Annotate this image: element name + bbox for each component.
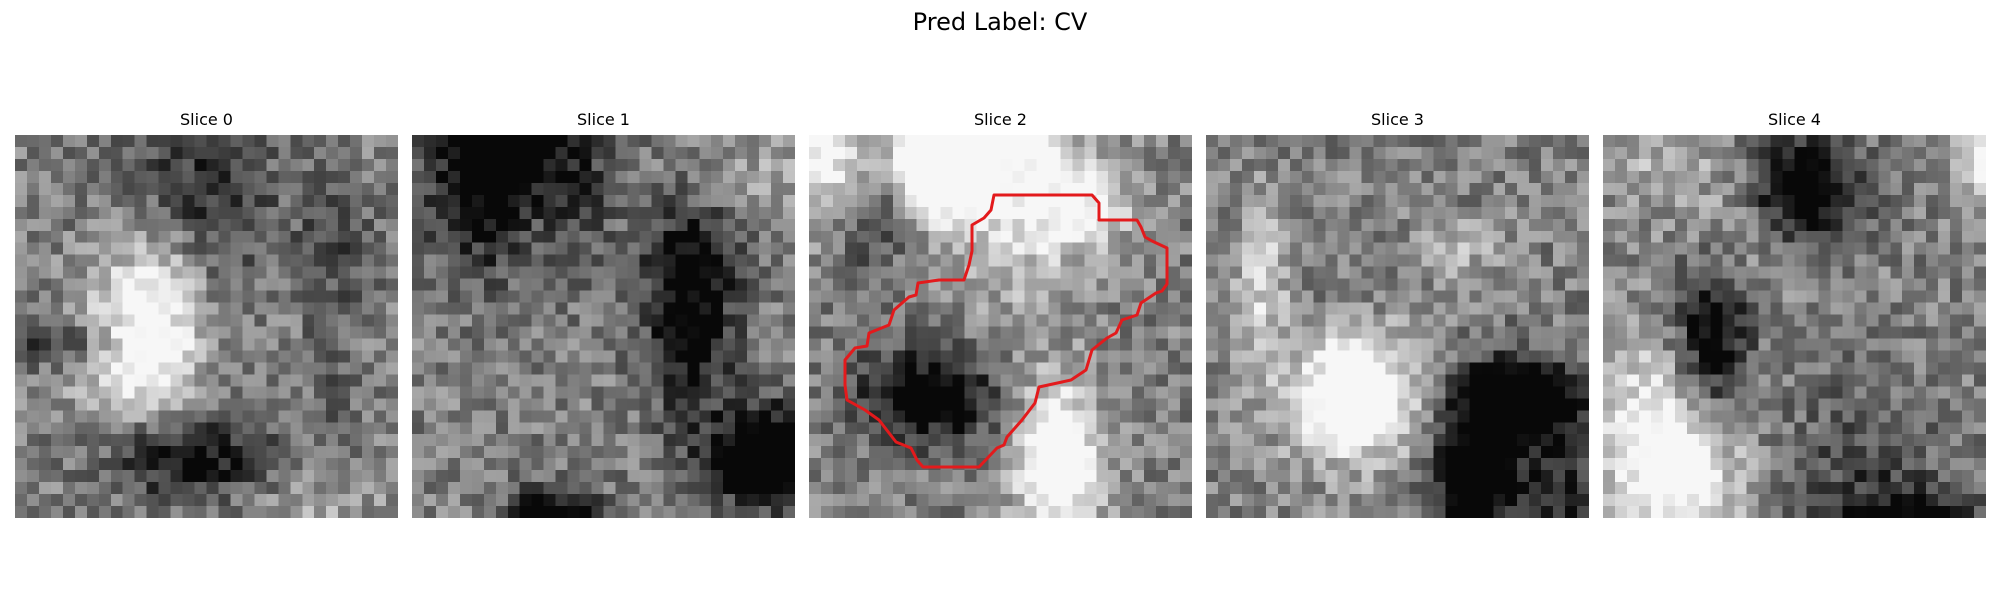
panel-title-slice-4: Slice 4 xyxy=(1768,110,1821,129)
slice-image-3 xyxy=(1206,135,1589,518)
panel-slice-3: Slice 3 xyxy=(1206,110,1589,518)
slice-image-2 xyxy=(809,135,1192,518)
panel-title-slice-3: Slice 3 xyxy=(1371,110,1424,129)
figure-title: Pred Label: CV xyxy=(912,8,1088,36)
slice-image-0 xyxy=(15,135,398,518)
panel-title-slice-0: Slice 0 xyxy=(180,110,233,129)
panel-title-slice-1: Slice 1 xyxy=(577,110,630,129)
panel-slice-0: Slice 0 xyxy=(15,110,398,518)
panel-title-slice-2: Slice 2 xyxy=(974,110,1027,129)
panel-slice-4: Slice 4 xyxy=(1603,110,1986,518)
slice-image-4 xyxy=(1603,135,1986,518)
panel-slice-1: Slice 1 xyxy=(412,110,795,518)
panel-slice-2: Slice 2 xyxy=(809,110,1192,518)
slice-image-1 xyxy=(412,135,795,518)
